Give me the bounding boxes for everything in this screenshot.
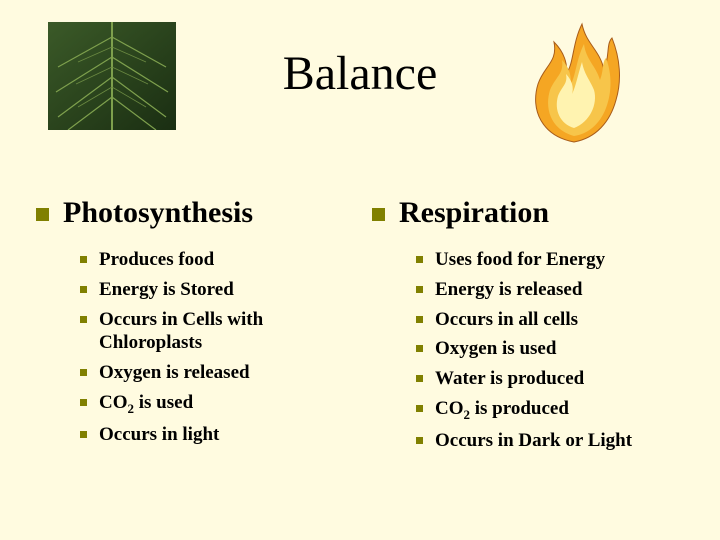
list-item: Water is produced <box>416 367 684 391</box>
column-photosynthesis: Photosynthesis Produces food Energy is S… <box>36 196 348 459</box>
column-heading: Respiration <box>372 196 684 230</box>
item-text: Occurs in all cells <box>435 308 578 332</box>
list-item: Oxygen is released <box>80 361 348 385</box>
bullet-icon <box>80 369 87 376</box>
list-item: Occurs in light <box>80 423 348 447</box>
title-row: Balance <box>36 20 684 140</box>
item-text: Occurs in light <box>99 423 219 447</box>
heading-text: Photosynthesis <box>63 196 253 230</box>
flame-icon <box>524 14 624 144</box>
bullet-icon <box>80 316 87 323</box>
item-text: CO2 is used <box>99 391 193 417</box>
bullet-icon <box>416 316 423 323</box>
item-list: Uses food for Energy Energy is released … <box>372 248 684 453</box>
item-text: Energy is released <box>435 278 582 302</box>
column-respiration: Respiration Uses food for Energy Energy … <box>372 196 684 459</box>
list-item: Occurs in Cells with Chloroplasts <box>80 308 348 356</box>
bullet-icon <box>416 375 423 382</box>
bullet-icon <box>416 437 423 444</box>
bullet-icon <box>372 208 385 221</box>
heading-text: Respiration <box>399 196 549 230</box>
item-text: Oxygen is released <box>99 361 250 385</box>
bullet-icon <box>80 431 87 438</box>
bullet-icon <box>36 208 49 221</box>
bullet-icon <box>80 286 87 293</box>
item-text: Oxygen is used <box>435 337 556 361</box>
list-item: Uses food for Energy <box>416 248 684 272</box>
list-item: Produces food <box>80 248 348 272</box>
slide: Balance Photosynthesis Produces food Ene… <box>0 0 720 540</box>
bullet-icon <box>80 399 87 406</box>
item-text: Produces food <box>99 248 214 272</box>
item-text: Energy is Stored <box>99 278 234 302</box>
list-item: Occurs in all cells <box>416 308 684 332</box>
bullet-icon <box>80 256 87 263</box>
bullet-icon <box>416 345 423 352</box>
list-item: Energy is Stored <box>80 278 348 302</box>
list-item: CO2 is used <box>80 391 348 417</box>
list-item: CO2 is produced <box>416 397 684 423</box>
list-item: Energy is released <box>416 278 684 302</box>
item-list: Produces food Energy is Stored Occurs in… <box>36 248 348 447</box>
bullet-icon <box>416 405 423 412</box>
bullet-icon <box>416 286 423 293</box>
columns: Photosynthesis Produces food Energy is S… <box>36 196 684 459</box>
item-text: Occurs in Cells with Chloroplasts <box>99 308 348 356</box>
column-heading: Photosynthesis <box>36 196 348 230</box>
list-item: Oxygen is used <box>416 337 684 361</box>
bullet-icon <box>416 256 423 263</box>
item-text: Uses food for Energy <box>435 248 605 272</box>
item-text: CO2 is produced <box>435 397 569 423</box>
item-text: Water is produced <box>435 367 584 391</box>
list-item: Occurs in Dark or Light <box>416 429 684 453</box>
item-text: Occurs in Dark or Light <box>435 429 632 453</box>
